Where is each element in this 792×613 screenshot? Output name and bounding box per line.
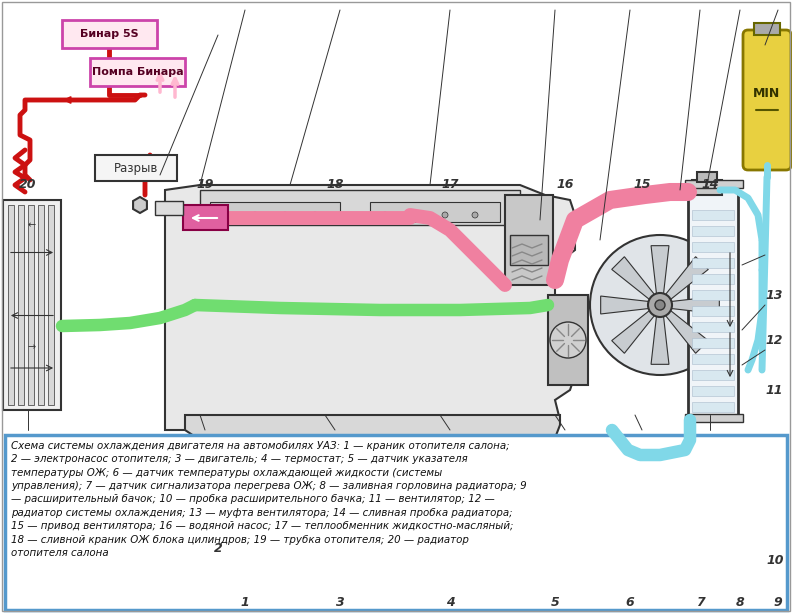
Circle shape <box>590 235 730 375</box>
Text: 14: 14 <box>701 178 719 191</box>
Text: 18: 18 <box>326 178 344 191</box>
Bar <box>692 370 734 380</box>
Bar <box>370 202 500 222</box>
Polygon shape <box>651 246 669 294</box>
Text: 16: 16 <box>556 178 573 191</box>
Bar <box>210 202 340 222</box>
Text: 3: 3 <box>336 595 345 609</box>
Text: 13: 13 <box>765 289 782 302</box>
Bar <box>5 435 787 610</box>
Bar <box>183 205 228 230</box>
Circle shape <box>442 212 448 218</box>
Circle shape <box>550 322 586 358</box>
Text: 20: 20 <box>19 178 36 191</box>
Text: 8: 8 <box>736 595 744 609</box>
Bar <box>697 172 717 182</box>
Bar <box>18 205 24 405</box>
Polygon shape <box>672 296 719 314</box>
Bar <box>692 322 734 332</box>
Polygon shape <box>665 257 708 299</box>
Circle shape <box>472 212 478 218</box>
Text: 9: 9 <box>774 595 782 609</box>
Bar <box>62 20 157 48</box>
Polygon shape <box>185 415 560 478</box>
Bar <box>510 235 548 265</box>
Bar <box>3 200 61 410</box>
Text: 15: 15 <box>634 178 651 191</box>
Bar <box>692 274 734 284</box>
Text: Разрыв: Разрыв <box>114 161 158 175</box>
Text: 2: 2 <box>214 541 223 555</box>
Polygon shape <box>611 257 654 299</box>
Circle shape <box>655 300 665 310</box>
Text: 11: 11 <box>765 384 782 397</box>
Bar <box>38 205 44 405</box>
Bar <box>155 201 183 215</box>
Text: MIN: MIN <box>753 87 781 100</box>
Bar <box>685 414 743 422</box>
Bar <box>692 354 734 364</box>
Polygon shape <box>651 316 669 364</box>
Circle shape <box>312 212 318 218</box>
Bar <box>692 306 734 316</box>
Circle shape <box>282 212 288 218</box>
Bar <box>692 402 734 412</box>
Polygon shape <box>133 197 147 213</box>
Text: 1: 1 <box>241 595 249 609</box>
Text: 5: 5 <box>550 595 559 609</box>
Bar <box>548 295 588 385</box>
Bar <box>505 195 553 285</box>
Bar <box>692 386 734 396</box>
Bar <box>692 258 734 268</box>
Polygon shape <box>611 311 654 353</box>
Bar <box>754 23 780 35</box>
Text: 19: 19 <box>196 178 214 191</box>
Text: 6: 6 <box>626 595 634 609</box>
Text: Бинар 5S: Бинар 5S <box>80 29 139 39</box>
Bar <box>692 180 722 195</box>
Bar <box>200 190 520 225</box>
Bar <box>688 185 738 420</box>
Text: 10: 10 <box>766 554 784 566</box>
Bar <box>28 205 34 405</box>
Circle shape <box>382 212 388 218</box>
Bar <box>692 226 734 236</box>
Text: →: → <box>28 342 36 352</box>
FancyBboxPatch shape <box>743 30 791 170</box>
Bar <box>8 205 14 405</box>
Bar <box>90 58 185 86</box>
Circle shape <box>648 293 672 317</box>
Circle shape <box>252 212 258 218</box>
Bar <box>692 290 734 300</box>
Polygon shape <box>600 296 649 314</box>
Text: 4: 4 <box>446 595 455 609</box>
Bar <box>692 242 734 252</box>
Text: 17: 17 <box>441 178 459 191</box>
Text: 7: 7 <box>695 595 704 609</box>
Polygon shape <box>165 185 580 430</box>
Bar <box>48 205 54 405</box>
Circle shape <box>412 212 418 218</box>
Polygon shape <box>665 311 708 353</box>
Bar <box>692 210 734 220</box>
Bar <box>0 0 792 430</box>
Bar <box>685 180 743 188</box>
Bar <box>692 338 734 348</box>
Text: Помпа Бинара: Помпа Бинара <box>92 67 183 77</box>
Text: Схема системы охлаждения двигателя на автомобилях УАЗ: 1 — краник отопителя сало: Схема системы охлаждения двигателя на ав… <box>11 441 527 558</box>
Text: 12: 12 <box>765 333 782 346</box>
Text: ←: ← <box>28 220 36 230</box>
Circle shape <box>222 212 228 218</box>
Bar <box>340 455 440 478</box>
Bar <box>95 155 177 181</box>
